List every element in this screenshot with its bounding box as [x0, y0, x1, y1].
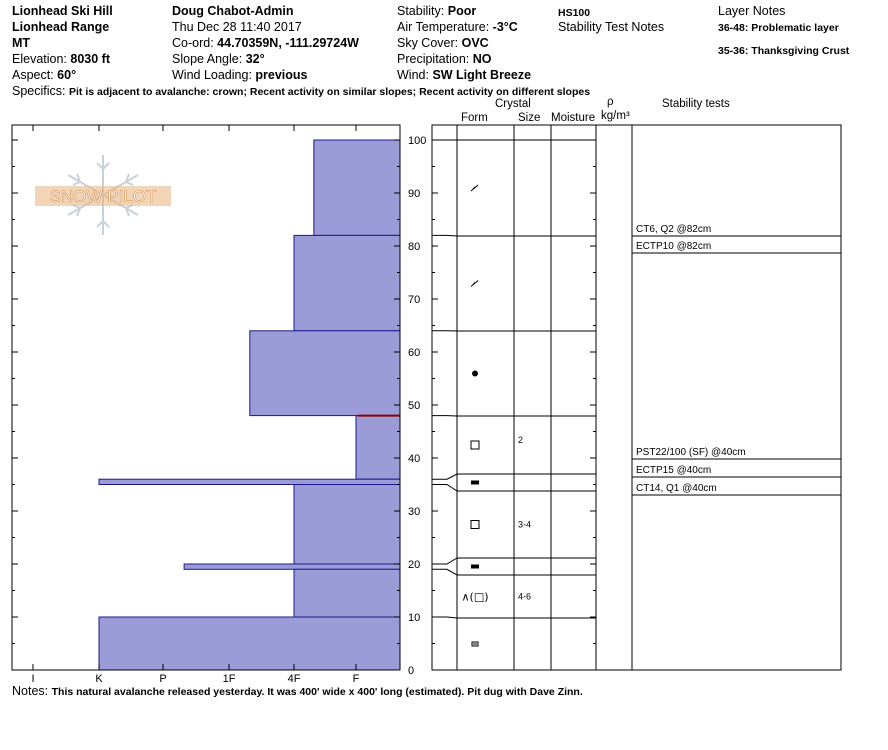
hardness-bar — [355, 415, 401, 480]
stability-test-result: ECTP10 @82cm — [636, 241, 711, 252]
crystal-size-label: 3-4 — [518, 520, 531, 530]
crystal-size-label: 4-6 — [518, 592, 531, 602]
crystal-size-label: 2 — [518, 435, 523, 445]
layer-boundary — [432, 234, 596, 237]
depth-tick-label: 80 — [408, 241, 420, 253]
density-unit: kg/m³ — [601, 110, 630, 122]
hardness-tick-label: 4F — [288, 673, 301, 685]
decomposing-particles-icon — [470, 280, 479, 287]
rounded-grains-icon — [472, 370, 478, 377]
faceted-crystals-icon — [470, 440, 480, 450]
stability-test-notes-title: Stability Test Notes — [558, 20, 665, 34]
depth-tick-label: 0 — [408, 665, 414, 677]
wind-loading: Wind Loading: previous — [172, 68, 308, 82]
depth-tick-label: 20 — [408, 559, 420, 571]
rounding-facets-icon — [471, 641, 479, 647]
observer-name: Doug Chabot-Admin — [172, 4, 294, 18]
form-heading: Form — [461, 112, 488, 124]
layer-boundary — [432, 568, 596, 576]
hardness-bar — [293, 234, 401, 332]
aspect: Aspect: 60° — [12, 68, 77, 82]
range-name: Lionhead Range — [12, 20, 110, 34]
layer-boundary — [432, 484, 596, 492]
hardness-tick-label: 1F — [223, 673, 236, 685]
hardness-tick-label: K — [95, 673, 103, 685]
size-heading: Size — [518, 112, 541, 124]
depth-tick-label: 70 — [408, 294, 420, 306]
stability-test-result: CT14, Q1 @40cm — [636, 483, 717, 494]
melt-freeze-crust-icon — [471, 564, 479, 569]
layer-note-2: 35-36: Thanksgiving Crust — [718, 45, 850, 57]
wind: Wind: SW Light Breeze — [397, 68, 532, 82]
hardness-tick-label: P — [159, 673, 166, 685]
specifics: Specifics: Pit is adjacent to avalanche:… — [12, 84, 591, 98]
air-temperature: Air Temperature: -3°C — [397, 20, 518, 34]
depth-tick-label: 60 — [408, 347, 420, 359]
stability-tests-heading: Stability tests — [662, 98, 730, 110]
hardness-bar — [98, 478, 401, 486]
stability-test-result: CT6, Q2 @82cm — [636, 224, 711, 235]
depth-tick-label: 30 — [408, 506, 420, 518]
location-name: Lionhead Ski Hill — [12, 4, 113, 18]
layer-boundary — [432, 473, 596, 480]
depth-tick-label: 90 — [408, 188, 420, 200]
decomposing-particles-icon — [470, 184, 479, 192]
depth-tick-label: 10 — [408, 612, 420, 624]
snow-height: HS100 — [558, 7, 591, 19]
hardness-bar — [293, 568, 401, 618]
layer-note-1: 36-48: Problematic layer — [718, 22, 839, 34]
layer-boundary — [432, 616, 596, 619]
hardness-tick-label: I — [31, 673, 34, 685]
faceted-crystals-icon — [470, 520, 480, 529]
hardness-bar — [313, 139, 401, 236]
sky-cover: Sky Cover: OVC — [397, 36, 489, 50]
depth-hoar-icon: ∧(□) — [461, 591, 488, 604]
moisture-heading: Moisture — [551, 112, 596, 124]
stability-test-result: ECTP15 @40cm — [636, 465, 711, 476]
precipitation: Precipitation: NO — [397, 52, 492, 66]
coordinates: Co-ord: 44.70359N, -111.29724W — [172, 36, 359, 50]
observation-datetime: Thu Dec 28 11:40 2017 — [172, 20, 302, 34]
density-symbol: ρ — [607, 96, 614, 108]
snowpilot-logo: SNOW PILOT — [35, 155, 171, 235]
state-name: MT — [12, 36, 31, 50]
hardness-bar — [249, 330, 401, 417]
hardness-tick-label: F — [353, 673, 360, 685]
slope-angle: Slope Angle: 32° — [172, 52, 265, 66]
layer-boundary — [432, 557, 596, 565]
layer-table-frame — [431, 124, 842, 671]
depth-tick-label: 100 — [408, 135, 426, 147]
logo-text: SNOW PILOT — [50, 187, 157, 206]
hardness-plot-frame — [11, 124, 401, 671]
hardness-bar — [293, 484, 401, 565]
hardness-bar — [183, 563, 401, 570]
depth-tick-label: 40 — [408, 453, 420, 465]
stability-test-result: PST22/100 (SF) @40cm — [636, 447, 746, 458]
layer-notes-title: Layer Notes — [718, 4, 786, 18]
crystal-heading: Crystal — [495, 98, 531, 110]
elevation: Elevation: 8030 ft — [12, 52, 110, 66]
notes: Notes: This natural avalanche released y… — [12, 684, 583, 698]
hardness-bar — [98, 616, 401, 671]
stability: Stability: Poor — [397, 4, 477, 18]
depth-tick-label: 50 — [408, 400, 420, 412]
melt-freeze-crust-icon — [471, 480, 479, 485]
